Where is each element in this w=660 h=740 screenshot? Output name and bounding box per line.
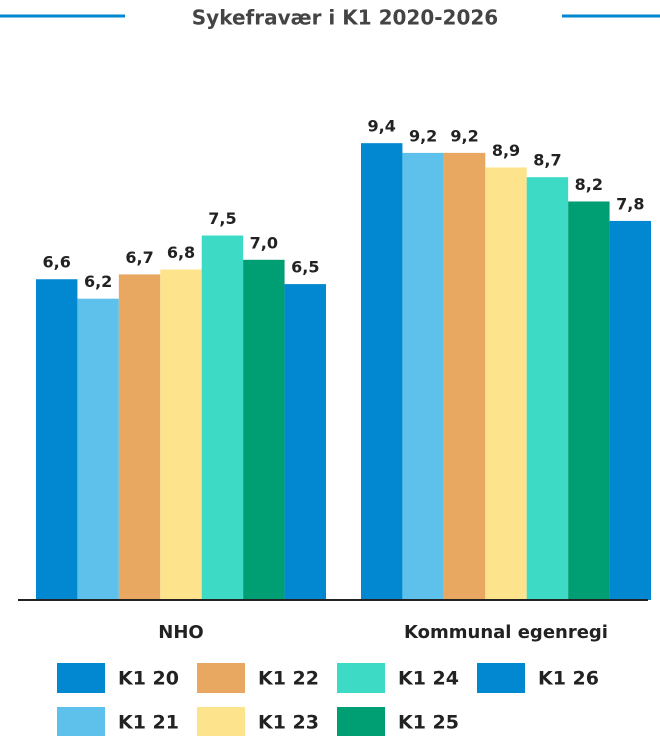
value-label: 7,5 <box>208 209 236 228</box>
chart-title: Sykefravær i K1 2020-2026 <box>192 6 498 30</box>
legend-swatch <box>197 663 245 693</box>
value-label: 9,2 <box>409 126 437 145</box>
x-tick-label: NHO <box>158 622 203 643</box>
legend-swatch <box>337 663 385 693</box>
legend-label: K1 20 <box>118 668 179 690</box>
value-label: 9,2 <box>450 126 478 145</box>
legend-swatch <box>57 707 105 737</box>
value-label: 9,4 <box>368 117 396 136</box>
value-label: 6,2 <box>84 272 112 291</box>
bar <box>77 298 119 600</box>
legend-label: K1 24 <box>398 668 459 690</box>
bar <box>402 152 444 600</box>
legend-swatch <box>197 707 245 737</box>
value-label: 6,6 <box>43 253 71 272</box>
bar <box>243 259 285 600</box>
value-label: 7,8 <box>616 194 644 213</box>
value-label: 7,0 <box>250 233 278 252</box>
legend-label: K1 25 <box>398 712 459 734</box>
bar <box>36 279 78 600</box>
bar <box>118 274 161 600</box>
bar <box>568 201 610 601</box>
legend-label: K1 22 <box>258 668 319 690</box>
value-label: 6,7 <box>125 248 153 267</box>
bar <box>485 167 527 600</box>
legend-label: K1 26 <box>538 668 599 690</box>
bar <box>526 177 569 600</box>
value-label: 6,5 <box>291 258 319 277</box>
value-label: 8,9 <box>492 141 520 160</box>
x-tick-label: Kommunal egenregi <box>404 622 608 643</box>
value-label: 6,8 <box>167 243 195 262</box>
legend-label: K1 23 <box>258 712 319 734</box>
legend-swatch <box>337 707 385 737</box>
legend-label: K1 21 <box>118 712 179 734</box>
bar <box>361 143 403 600</box>
legend-swatch <box>57 663 105 693</box>
bar <box>160 269 202 600</box>
bar <box>609 220 651 601</box>
bar <box>284 284 326 600</box>
legend-swatch <box>477 663 525 693</box>
value-label: 8,2 <box>575 175 603 194</box>
value-label: 8,7 <box>533 151 561 170</box>
bar <box>443 152 486 600</box>
bar <box>201 235 244 600</box>
